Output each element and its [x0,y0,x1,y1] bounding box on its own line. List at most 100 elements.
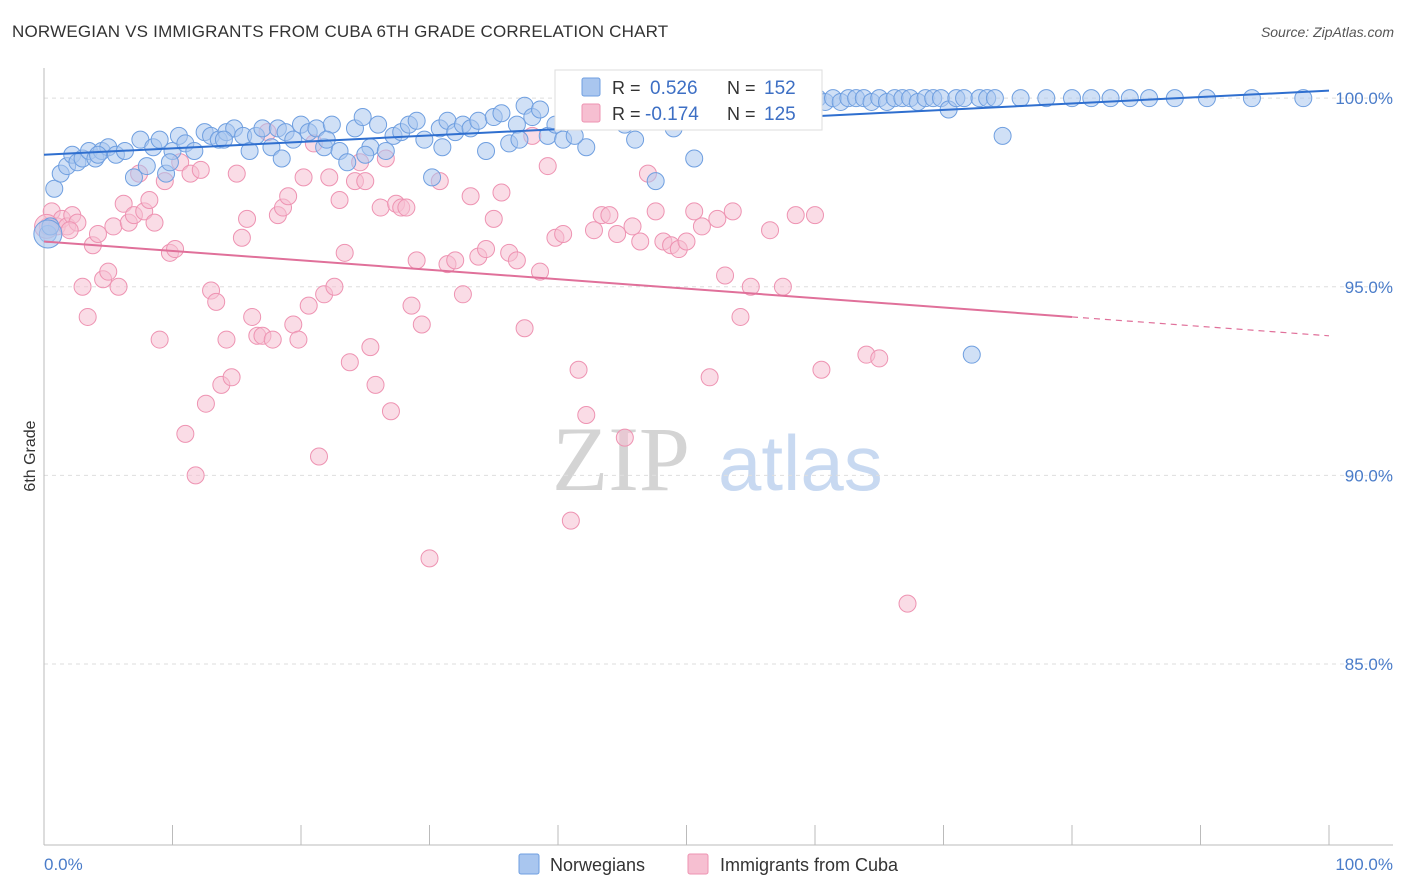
scatter-point [577,406,596,425]
scatter-point [330,191,349,210]
scatter-point [140,191,159,210]
scatter-point [761,221,780,240]
scatter-point [731,307,750,326]
scatter-point [492,104,511,123]
scatter-point [369,115,388,134]
axes [43,68,1393,846]
scatter-point [99,262,118,281]
scatter-point [322,115,341,134]
scatter-point [289,330,308,349]
series-cuba-points [34,123,917,613]
scatter-point [114,194,133,213]
scatter-point [371,198,390,217]
scatter-point [692,217,711,236]
scatter-point [160,153,179,172]
scatter-point [955,89,974,108]
scatter-point [104,217,123,236]
scatter-point [415,130,434,149]
scatter-point [412,315,431,334]
scatter-point [646,172,665,191]
scatter-point [477,240,496,259]
scatter-point [338,153,357,172]
scatter-point [299,296,318,315]
scatter-point [272,149,291,168]
scatter-point [623,217,642,236]
scatter-point [207,292,226,311]
scatter-point [309,447,328,466]
scatter-point [1011,89,1030,108]
scatter-point [608,224,627,243]
scatter-point [870,349,889,368]
scatter-point [723,202,742,221]
scatter-point [240,141,259,160]
legend-label-norwegians: Norwegians [550,855,645,875]
scatter-point [1037,89,1056,108]
stats-n-label-cuba: N = [727,104,756,124]
scatter-point [515,319,534,338]
scatter-point [124,168,143,187]
scatter-point [677,232,696,251]
scatter-point [615,428,634,447]
scatter-point [1140,89,1159,108]
scatter-point [492,183,511,202]
y-tick-label: 90.0% [1345,466,1393,485]
y-tick-labels: 85.0% 90.0% 95.0% 100.0% [1335,89,1393,674]
scatter-point [137,157,156,176]
scatter-point [1242,89,1261,108]
scatter-point [73,277,92,296]
scatter-point [1197,89,1216,108]
scatter-point [507,251,526,270]
scatter-point [561,511,580,530]
scatter-point [166,240,185,259]
scatter-point [453,285,472,304]
stats-n-label-norwegians: N = [727,78,756,98]
bottom-legend: Norwegians Immigrants from Cuba [518,853,899,875]
scatter-point [786,206,805,225]
scatter-point [646,202,665,221]
legend-swatch-norwegians [518,853,540,875]
scatter-point [716,266,735,285]
scatter-point [773,277,792,296]
stats-r-label-norwegians: R = [612,78,641,98]
scatter-point [185,141,204,160]
scatter-point [78,307,97,326]
scatter-point [402,296,421,315]
scatter-point [366,375,385,394]
scatter-point [238,209,257,228]
scatter-point [510,130,529,149]
scatter-point [381,402,400,421]
x-tick-label-max: 100.0% [1335,855,1393,874]
scatter-point [325,277,344,296]
stats-legend-swatch-cuba [581,103,601,123]
stats-legend: R = 0.526 N = 152 R = -0.174 N = 125 [554,69,823,131]
scatter-point [531,262,550,281]
scatter-point [708,209,727,228]
scatter-point [1120,89,1139,108]
scatter-point [569,360,588,379]
scatter-point-large [33,219,63,249]
scatter-point [361,338,380,357]
stats-n-value-norwegians: 152 [764,78,796,99]
scatter-point [700,368,719,387]
scatter-point [88,224,107,243]
trend-line-cuba-extension [1071,316,1330,337]
scatter-point [186,466,205,485]
scatter-point [484,209,503,228]
scatter-point [222,368,241,387]
scatter-point [985,89,1004,108]
scatter-point [477,141,496,160]
scatter-point [340,353,359,372]
scatter-point [685,202,704,221]
scatter-point [584,221,603,240]
scatter-point [433,138,452,157]
scatter-point [631,232,650,251]
scatter-point [446,251,465,270]
scatter-point [1294,89,1313,108]
scatter-point [196,394,215,413]
scatter-point [279,187,298,206]
scatter-point [214,130,233,149]
scatter-point [407,111,426,130]
scatter-point [60,221,79,240]
y-tick-label: 100.0% [1335,89,1393,108]
